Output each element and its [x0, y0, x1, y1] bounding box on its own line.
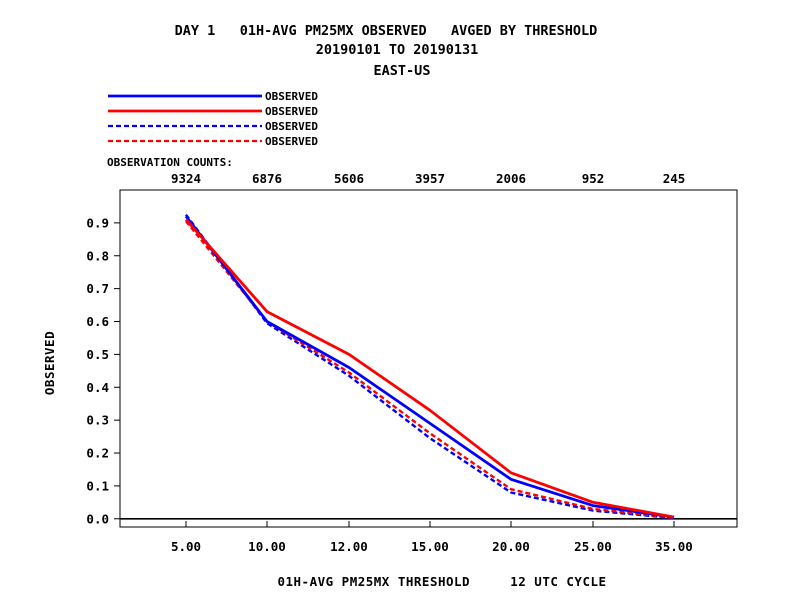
observation-count: 245	[663, 171, 686, 186]
x-tick-label: 15.00	[411, 539, 449, 554]
y-tick-label: 0.0	[86, 511, 109, 526]
title-line-2: 20190101 TO 20190131	[316, 42, 479, 58]
x-tick-label: 5.00	[171, 539, 201, 554]
legend-label: OBSERVED	[265, 135, 318, 148]
y-tick-label: 0.6	[86, 314, 109, 329]
y-tick-label: 0.7	[86, 281, 109, 296]
y-tick-label: 0.5	[86, 347, 109, 362]
series-line-1	[184, 215, 675, 519]
x-axis-label: 01H-AVG PM25MX THRESHOLD 12 UTC CYCLE	[277, 574, 606, 589]
x-tick-label: 25.00	[574, 539, 612, 554]
series-line-4	[185, 220, 675, 519]
title-line-3: EAST-US	[374, 63, 431, 79]
y-tick-label: 0.1	[86, 478, 109, 493]
series-line-2	[184, 218, 675, 519]
legend: OBSERVED OBSERVED OBSERVED OBSERVED	[108, 90, 318, 148]
chart-title: DAY 1 01H-AVG PM25MX OBSERVED AVGED BY T…	[175, 23, 598, 79]
series-lines	[184, 213, 675, 520]
x-axis: 5.00 10.00 12.00 15.00 20.00 25.00 35.00	[171, 521, 693, 554]
x-tick-label: 12.00	[330, 539, 368, 554]
observation-count: 952	[582, 171, 605, 186]
y-tick-label: 0.8	[86, 248, 109, 263]
x-tick-label: 35.00	[655, 539, 693, 554]
legend-label: OBSERVED	[265, 105, 318, 118]
y-axis: 0.0 0.1 0.2 0.3 0.4 0.5 0.6 0.7 0.8 0.9	[86, 215, 120, 526]
y-tick-label: 0.4	[86, 380, 109, 395]
observation-count: 2006	[496, 171, 526, 186]
observation-count: 9324	[171, 171, 201, 186]
legend-label: OBSERVED	[265, 90, 318, 103]
x-tick-label: 20.00	[492, 539, 530, 554]
observation-counts: 9324 6876 5606 3957 2006 952 245	[171, 171, 685, 186]
y-tick-label: 0.9	[86, 215, 109, 230]
observation-count: 6876	[252, 171, 282, 186]
observation-count: 3957	[415, 171, 445, 186]
y-tick-label: 0.3	[86, 413, 109, 428]
title-line-1: DAY 1 01H-AVG PM25MX OBSERVED AVGED BY T…	[175, 23, 598, 39]
observation-count: 5606	[334, 171, 364, 186]
y-axis-label: OBSERVED	[42, 331, 57, 395]
observation-counts-label: OBSERVATION COUNTS:	[107, 156, 233, 169]
y-tick-label: 0.2	[86, 446, 109, 461]
series-line-3	[185, 213, 675, 520]
x-tick-label: 10.00	[248, 539, 286, 554]
legend-label: OBSERVED	[265, 120, 318, 133]
plot-frame	[119, 189, 738, 528]
